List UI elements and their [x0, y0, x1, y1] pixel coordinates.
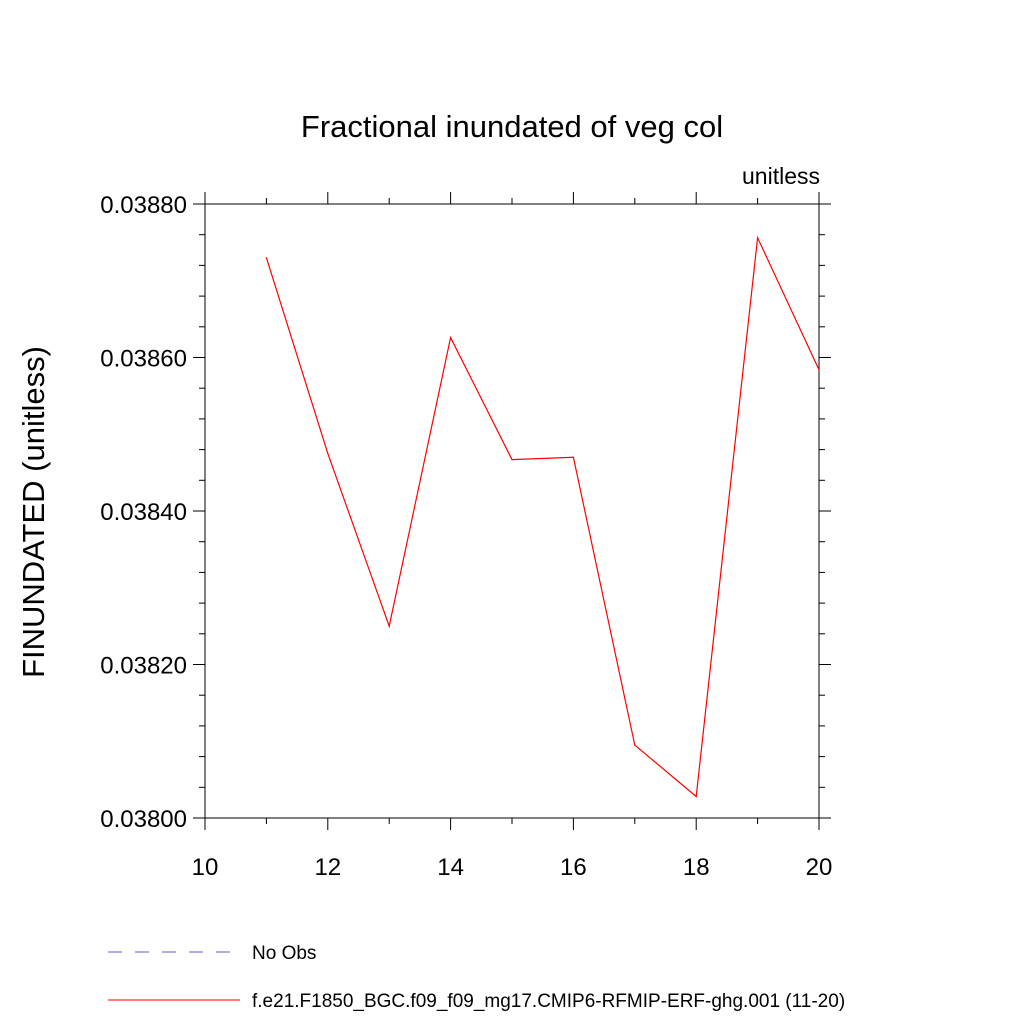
- legend-label: f.e21.F1850_BGC.f09_f09_mg17.CMIP6-RFMIP…: [252, 991, 845, 1012]
- chart-title: Fractional inundated of veg col: [301, 109, 723, 144]
- x-tick-label: 10: [192, 854, 219, 881]
- series-point: [818, 369, 820, 371]
- x-tick-label: 16: [560, 854, 587, 881]
- y-tick-label: 0.03860: [100, 346, 187, 373]
- x-tick-label: 14: [437, 854, 464, 881]
- series-point: [265, 257, 267, 259]
- y-tick-label: 0.03840: [100, 499, 187, 526]
- series-point: [634, 744, 636, 746]
- x-tick-label: 12: [314, 854, 341, 881]
- series-point: [572, 456, 575, 458]
- x-tick-label: 20: [806, 854, 833, 881]
- series-point: [450, 336, 452, 339]
- series-layer: [265, 235, 820, 798]
- series-point: [757, 237, 759, 239]
- series-line: [265, 235, 820, 798]
- series-point: [695, 795, 697, 798]
- series-point: [511, 458, 513, 461]
- plot-frame: [204, 203, 820, 819]
- legend: No Obs f.e21.F1850_BGC.f09_f09_mg17.CMIP6…: [108, 943, 845, 1012]
- y-axis-label: FINUNDATED (unitless): [16, 346, 51, 678]
- legend-label: No Obs: [252, 943, 316, 964]
- y-tick-label: 0.03820: [100, 653, 187, 680]
- x-axis: 10 12 14 16 18 20: [192, 192, 833, 881]
- y-axis: 0.03800 0.03820 0.03840 0.03860 0.03880: [100, 192, 831, 833]
- series-point: [388, 625, 390, 627]
- x-tick-label: 18: [683, 854, 710, 881]
- y-tick-label: 0.03800: [100, 806, 187, 833]
- series-point: [327, 452, 329, 455]
- y-tick-label: 0.03880: [100, 192, 187, 219]
- units-label: unitless: [742, 163, 820, 189]
